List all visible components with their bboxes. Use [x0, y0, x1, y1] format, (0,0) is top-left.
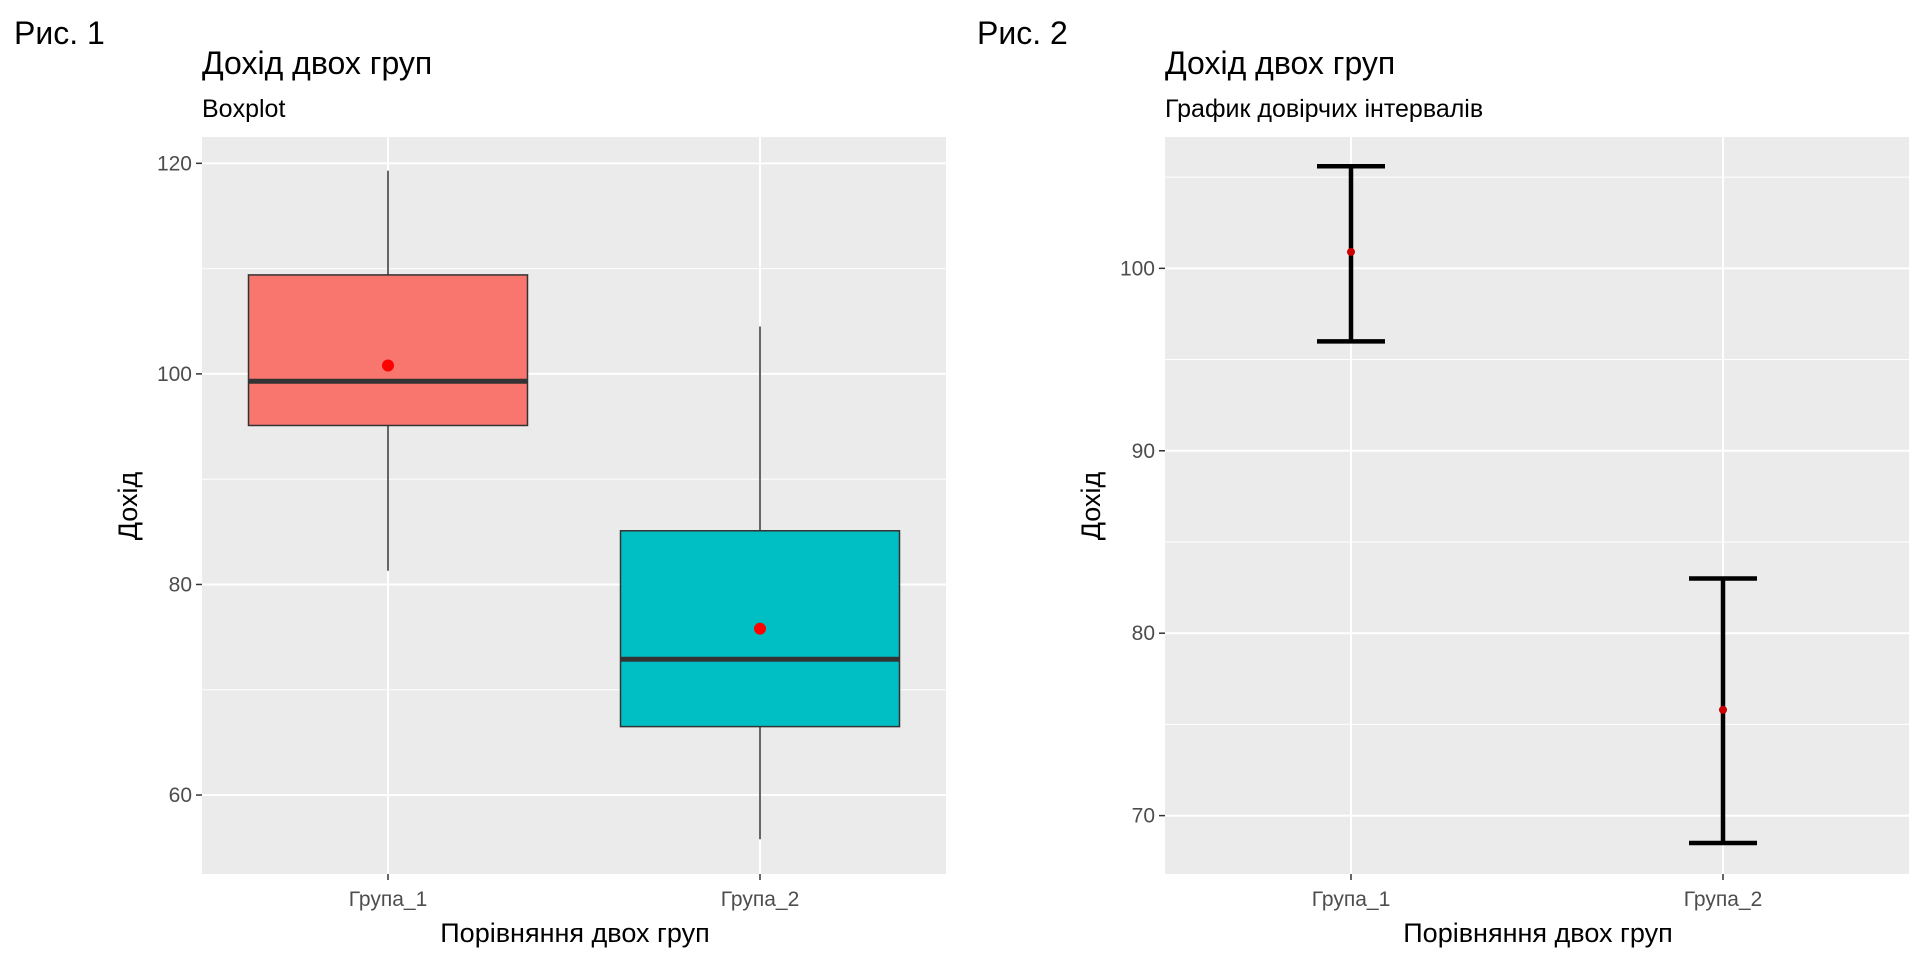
mean-point: [1719, 705, 1727, 714]
x-tick-label: Група_1: [1312, 888, 1391, 911]
chart-2-subtitle: График довірчих інтервалів: [1165, 95, 1483, 123]
y-tick-label: 100: [1120, 257, 1155, 280]
chart-1-title: Дохід двох груп: [202, 45, 432, 81]
chart-2-title: Дохід двох груп: [1165, 45, 1395, 81]
x-tick-label: Група_2: [1684, 888, 1763, 911]
boxplot-chart: 60 80 100 120 Група_1 Група_2: [157, 137, 946, 911]
confidence-interval-chart: 70 80 90 100 Група_1 Група_2: [1120, 137, 1909, 911]
y-tick-label: 120: [157, 152, 192, 175]
plot-panel-background: [1165, 137, 1909, 874]
mean-point: [382, 359, 394, 372]
y-tick-label: 90: [1132, 440, 1155, 463]
y-tick-label: 80: [169, 573, 192, 596]
mean-point: [1347, 247, 1355, 256]
chart-1-x-axis-title: Порівняння двох груп: [440, 918, 709, 948]
chart-1-subtitle: Boxplot: [202, 95, 285, 123]
plot-panel-background: [202, 137, 946, 874]
figure-1-label: Рис. 1: [14, 15, 105, 51]
y-tick-label: 70: [1132, 805, 1155, 828]
figure-2-label: Рис. 2: [977, 15, 1068, 51]
y-tick-label: 60: [169, 784, 192, 807]
chart-2-x-axis-title: Порівняння двох груп: [1403, 918, 1672, 948]
box-1: [247, 274, 529, 427]
chart-1-y-axis-title: Дохід: [113, 471, 143, 540]
x-tick-label: Група_2: [721, 888, 800, 911]
x-tick-label: Група_1: [349, 888, 428, 911]
y-tick-label: 80: [1132, 622, 1155, 645]
chart-2-y-axis-title: Дохід: [1076, 471, 1106, 540]
y-tick-label: 100: [157, 363, 192, 386]
mean-point: [754, 622, 766, 635]
